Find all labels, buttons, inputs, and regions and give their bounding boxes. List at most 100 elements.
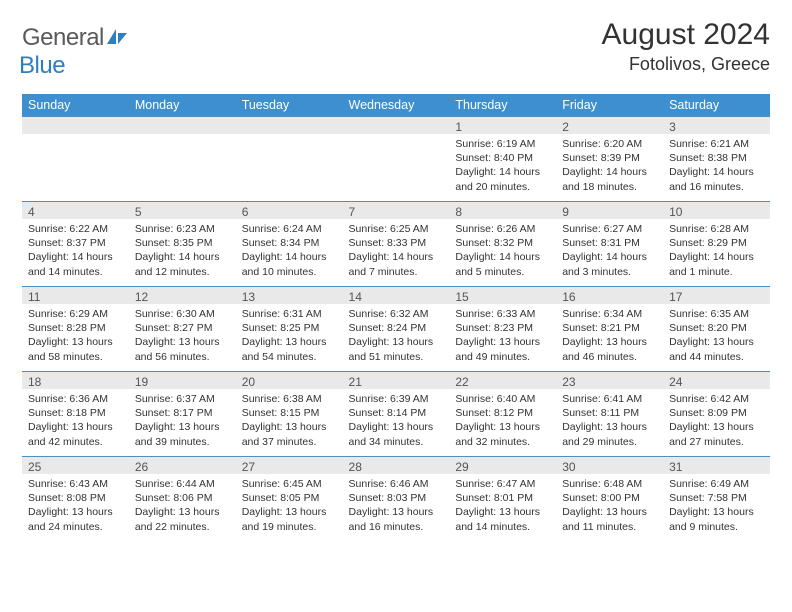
calendar-cell: 6Sunrise: 6:24 AMSunset: 8:34 PMDaylight… [236, 201, 343, 286]
weekday-header: Wednesday [343, 94, 450, 116]
sunset-text: Sunset: 8:20 PM [669, 321, 764, 335]
header: General Blue August 2024 Fotolivos, Gree… [22, 18, 770, 80]
day-number: 14 [343, 286, 450, 304]
logo: General Blue [22, 18, 128, 80]
sunrise-text: Sunrise: 6:46 AM [349, 477, 444, 491]
day-details: Sunrise: 6:26 AMSunset: 8:32 PMDaylight:… [449, 219, 556, 282]
daylight-text: Daylight: 13 hours and 19 minutes. [242, 505, 337, 533]
day-number: 11 [22, 286, 129, 304]
daylight-text: Daylight: 13 hours and 54 minutes. [242, 335, 337, 363]
calendar-cell: 14Sunrise: 6:32 AMSunset: 8:24 PMDayligh… [343, 286, 450, 371]
weekday-header: Tuesday [236, 94, 343, 116]
daylight-text: Daylight: 14 hours and 20 minutes. [455, 165, 550, 193]
calendar-cell: 15Sunrise: 6:33 AMSunset: 8:23 PMDayligh… [449, 286, 556, 371]
day-details: Sunrise: 6:47 AMSunset: 8:01 PMDaylight:… [449, 474, 556, 537]
day-number: 1 [449, 116, 556, 134]
sunset-text: Sunset: 8:12 PM [455, 406, 550, 420]
day-details: Sunrise: 6:20 AMSunset: 8:39 PMDaylight:… [556, 134, 663, 197]
logo-word-1: General [22, 24, 104, 51]
sunset-text: Sunset: 8:29 PM [669, 236, 764, 250]
day-details: Sunrise: 6:44 AMSunset: 8:06 PMDaylight:… [129, 474, 236, 537]
daylight-text: Daylight: 13 hours and 34 minutes. [349, 420, 444, 448]
daylight-text: Daylight: 13 hours and 27 minutes. [669, 420, 764, 448]
day-number: 21 [343, 371, 450, 389]
daylight-text: Daylight: 14 hours and 1 minute. [669, 250, 764, 278]
sunset-text: Sunset: 8:35 PM [135, 236, 230, 250]
calendar-table: SundayMondayTuesdayWednesdayThursdayFrid… [22, 94, 770, 541]
sunrise-text: Sunrise: 6:44 AM [135, 477, 230, 491]
day-number-empty [236, 116, 343, 134]
calendar-cell: 17Sunrise: 6:35 AMSunset: 8:20 PMDayligh… [663, 286, 770, 371]
sunrise-text: Sunrise: 6:29 AM [28, 307, 123, 321]
daylight-text: Daylight: 13 hours and 39 minutes. [135, 420, 230, 448]
sunset-text: Sunset: 8:31 PM [562, 236, 657, 250]
calendar-cell: 30Sunrise: 6:48 AMSunset: 8:00 PMDayligh… [556, 456, 663, 541]
calendar-cell: 23Sunrise: 6:41 AMSunset: 8:11 PMDayligh… [556, 371, 663, 456]
calendar-cell: 31Sunrise: 6:49 AMSunset: 7:58 PMDayligh… [663, 456, 770, 541]
daylight-text: Daylight: 13 hours and 24 minutes. [28, 505, 123, 533]
calendar-cell: 16Sunrise: 6:34 AMSunset: 8:21 PMDayligh… [556, 286, 663, 371]
sunset-text: Sunset: 8:37 PM [28, 236, 123, 250]
day-number: 29 [449, 456, 556, 474]
sunset-text: Sunset: 8:03 PM [349, 491, 444, 505]
day-number: 12 [129, 286, 236, 304]
sunset-text: Sunset: 8:34 PM [242, 236, 337, 250]
calendar-cell: 10Sunrise: 6:28 AMSunset: 8:29 PMDayligh… [663, 201, 770, 286]
sunrise-text: Sunrise: 6:33 AM [455, 307, 550, 321]
calendar-cell: 19Sunrise: 6:37 AMSunset: 8:17 PMDayligh… [129, 371, 236, 456]
sunset-text: Sunset: 8:09 PM [669, 406, 764, 420]
sunrise-text: Sunrise: 6:48 AM [562, 477, 657, 491]
calendar-cell: 2Sunrise: 6:20 AMSunset: 8:39 PMDaylight… [556, 116, 663, 201]
daylight-text: Daylight: 14 hours and 7 minutes. [349, 250, 444, 278]
sunrise-text: Sunrise: 6:30 AM [135, 307, 230, 321]
day-number: 7 [343, 201, 450, 219]
calendar-cell: 29Sunrise: 6:47 AMSunset: 8:01 PMDayligh… [449, 456, 556, 541]
calendar-cell: 26Sunrise: 6:44 AMSunset: 8:06 PMDayligh… [129, 456, 236, 541]
sunrise-text: Sunrise: 6:45 AM [242, 477, 337, 491]
day-number: 8 [449, 201, 556, 219]
sunset-text: Sunset: 8:01 PM [455, 491, 550, 505]
day-number: 6 [236, 201, 343, 219]
daylight-text: Daylight: 13 hours and 32 minutes. [455, 420, 550, 448]
calendar-cell: 21Sunrise: 6:39 AMSunset: 8:14 PMDayligh… [343, 371, 450, 456]
weekday-header: Friday [556, 94, 663, 116]
day-details: Sunrise: 6:30 AMSunset: 8:27 PMDaylight:… [129, 304, 236, 367]
calendar-week-row: 25Sunrise: 6:43 AMSunset: 8:08 PMDayligh… [22, 456, 770, 541]
calendar-cell [236, 116, 343, 201]
daylight-text: Daylight: 13 hours and 14 minutes. [455, 505, 550, 533]
calendar-cell: 3Sunrise: 6:21 AMSunset: 8:38 PMDaylight… [663, 116, 770, 201]
calendar-cell: 8Sunrise: 6:26 AMSunset: 8:32 PMDaylight… [449, 201, 556, 286]
sunrise-text: Sunrise: 6:22 AM [28, 222, 123, 236]
daylight-text: Daylight: 13 hours and 22 minutes. [135, 505, 230, 533]
daylight-text: Daylight: 13 hours and 49 minutes. [455, 335, 550, 363]
day-details: Sunrise: 6:45 AMSunset: 8:05 PMDaylight:… [236, 474, 343, 537]
day-number: 30 [556, 456, 663, 474]
daylight-text: Daylight: 14 hours and 3 minutes. [562, 250, 657, 278]
day-number-empty [129, 116, 236, 134]
calendar-cell: 11Sunrise: 6:29 AMSunset: 8:28 PMDayligh… [22, 286, 129, 371]
weekday-header: Thursday [449, 94, 556, 116]
sunrise-text: Sunrise: 6:34 AM [562, 307, 657, 321]
calendar-cell: 18Sunrise: 6:36 AMSunset: 8:18 PMDayligh… [22, 371, 129, 456]
day-number: 31 [663, 456, 770, 474]
sunset-text: Sunset: 8:14 PM [349, 406, 444, 420]
sunset-text: Sunset: 8:24 PM [349, 321, 444, 335]
sunset-text: Sunset: 8:06 PM [135, 491, 230, 505]
day-number: 20 [236, 371, 343, 389]
day-details: Sunrise: 6:23 AMSunset: 8:35 PMDaylight:… [129, 219, 236, 282]
day-number-empty [343, 116, 450, 134]
day-details: Sunrise: 6:31 AMSunset: 8:25 PMDaylight:… [236, 304, 343, 367]
day-number: 5 [129, 201, 236, 219]
day-number: 26 [129, 456, 236, 474]
day-details: Sunrise: 6:29 AMSunset: 8:28 PMDaylight:… [22, 304, 129, 367]
day-details: Sunrise: 6:40 AMSunset: 8:12 PMDaylight:… [449, 389, 556, 452]
day-number: 15 [449, 286, 556, 304]
day-number: 25 [22, 456, 129, 474]
calendar-cell: 28Sunrise: 6:46 AMSunset: 8:03 PMDayligh… [343, 456, 450, 541]
day-number: 13 [236, 286, 343, 304]
sunrise-text: Sunrise: 6:23 AM [135, 222, 230, 236]
sunset-text: Sunset: 8:00 PM [562, 491, 657, 505]
daylight-text: Daylight: 13 hours and 46 minutes. [562, 335, 657, 363]
day-details: Sunrise: 6:32 AMSunset: 8:24 PMDaylight:… [343, 304, 450, 367]
calendar-week-row: 4Sunrise: 6:22 AMSunset: 8:37 PMDaylight… [22, 201, 770, 286]
